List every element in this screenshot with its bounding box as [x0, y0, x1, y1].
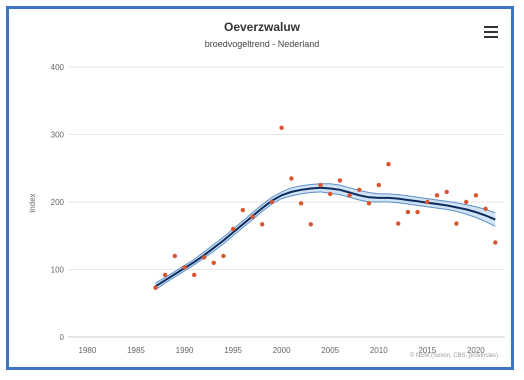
observed-point	[162, 272, 168, 278]
observed-point	[318, 182, 323, 188]
observed-point	[192, 272, 197, 278]
observed-point	[201, 255, 207, 260]
x-tick-label: 1990	[176, 346, 194, 355]
x-tick-label: 2020	[467, 346, 485, 355]
observed-point	[473, 193, 479, 198]
observed-point	[425, 199, 430, 205]
y-tick-label: 300	[51, 131, 65, 140]
observed-point	[415, 209, 420, 215]
x-tick-label: 2000	[273, 346, 291, 355]
observed-point	[454, 221, 459, 226]
observed-point	[279, 125, 284, 130]
observed-point	[211, 260, 216, 265]
observed-point	[308, 222, 313, 227]
x-tick-label: 2005	[321, 346, 339, 355]
observed-point	[260, 222, 265, 227]
observed-point	[337, 178, 343, 183]
x-tick-label: 1980	[79, 346, 97, 355]
y-tick-label: 400	[51, 63, 65, 72]
observed-point	[464, 199, 469, 205]
confidence-band	[155, 183, 496, 290]
observed-point	[240, 207, 245, 213]
observed-point	[434, 193, 440, 198]
observed-point	[230, 226, 236, 232]
observed-point	[493, 240, 498, 245]
confidence-lower-line	[155, 191, 496, 291]
observed-point	[298, 201, 304, 206]
trend-line-layer	[154, 186, 496, 288]
observed-point	[289, 176, 294, 181]
x-tick-label: 1995	[224, 346, 242, 355]
y-axis-label: index	[28, 193, 37, 212]
chart-subtitle: broedvogeltrend - Nederland	[204, 39, 320, 49]
observed-point	[396, 221, 401, 226]
confidence-upper-line	[155, 183, 496, 284]
observed-point	[172, 253, 177, 259]
observed-point	[405, 209, 411, 215]
hamburger-menu-icon[interactable]	[484, 26, 498, 38]
observed-point	[357, 187, 362, 192]
chart-title: Oeverzwaluw	[223, 20, 301, 34]
y-tick-label: 200	[51, 198, 65, 207]
x-tick-label: 1985	[127, 346, 145, 355]
observed-point	[221, 253, 226, 259]
observed-point	[376, 182, 381, 188]
y-tick-label: 100	[51, 266, 65, 275]
y-tick-label: 0	[60, 333, 65, 342]
x-tick-labels: 1980 1985 1990 1995 2000 2005 2010 2015 2020	[79, 346, 486, 355]
observed-point	[483, 206, 488, 211]
y-tick-labels: 0 100 200 300 400	[51, 63, 65, 342]
grid-layer	[68, 66, 505, 338]
observed-point	[347, 193, 352, 198]
observed-points-layer	[153, 125, 498, 290]
trend-line	[154, 186, 496, 288]
observed-point	[182, 265, 187, 270]
observed-point	[250, 214, 255, 219]
observed-point	[386, 162, 391, 167]
confidence-band-layer	[155, 183, 496, 291]
observed-point	[153, 285, 158, 290]
chart-credits: © NEM (Sovon, CBS, provincies)	[410, 352, 498, 359]
observed-point	[366, 201, 372, 206]
x-tick-label: 2010	[370, 346, 388, 355]
observed-point	[269, 199, 275, 205]
observed-point	[328, 191, 333, 197]
x-tick-label: 2015	[418, 346, 436, 355]
observed-point	[444, 189, 449, 195]
